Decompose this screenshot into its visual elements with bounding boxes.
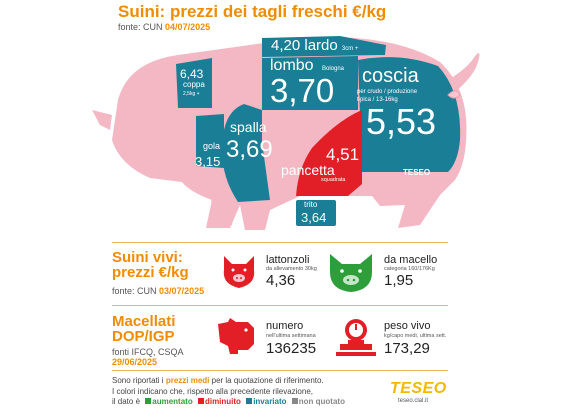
peso-sub: kg/capo medi, ultima sett. bbox=[384, 333, 447, 339]
cut-coscia-note1: per crudo / produzione bbox=[357, 89, 418, 95]
pig-watermark: TESEO bbox=[403, 168, 431, 177]
numero-value: 136235 bbox=[266, 340, 317, 357]
cut-spalla bbox=[222, 104, 270, 202]
cut-pancetta bbox=[296, 110, 362, 196]
cut-coscia-note2: tipica / 13-16kg bbox=[357, 97, 398, 103]
piglet-head-icon bbox=[223, 256, 255, 288]
diminuito-swatch bbox=[197, 398, 204, 404]
cut-gola-price: 3,15 bbox=[195, 154, 221, 169]
cut-spalla-price: 3,69 bbox=[226, 136, 273, 163]
cut-trito-name: trito bbox=[304, 200, 318, 209]
macello-value: 1,95 bbox=[384, 272, 414, 289]
aumentato-swatch bbox=[145, 398, 152, 404]
cut-pancetta-price: 4,51 bbox=[326, 145, 360, 164]
peso-value: 173,29 bbox=[384, 340, 430, 357]
cut-gola bbox=[196, 114, 224, 168]
cut-coppa bbox=[176, 58, 212, 108]
lattonzoli-label: lattonzoli bbox=[266, 254, 310, 266]
numero-label: numero bbox=[266, 320, 304, 332]
pig-silhouette-icon bbox=[218, 318, 254, 354]
peso-label: peso vivo bbox=[384, 320, 431, 332]
teseo-url[interactable]: teseo.clal.it bbox=[398, 398, 429, 404]
lattonzoli-value: 4,36 bbox=[266, 272, 296, 289]
cut-coscia-price: 5,53 bbox=[366, 101, 437, 142]
cut-trito bbox=[296, 200, 336, 226]
macello-sub: categoria 160/176Kg bbox=[384, 266, 435, 272]
cut-lombo-note: Bologna bbox=[322, 66, 345, 72]
macellati-date: 29/06/2025 bbox=[112, 357, 158, 367]
cut-pancetta-note: squadrata bbox=[321, 177, 346, 183]
pig-head-icon bbox=[330, 254, 372, 292]
cut-lombo-price: 3,70 bbox=[270, 72, 335, 109]
legend-line-1: Sono riportati i prezzi medi per la quot… bbox=[112, 376, 324, 385]
divider bbox=[112, 305, 448, 306]
cut-lardo bbox=[262, 36, 386, 57]
cut-pancetta-name: pancetta bbox=[281, 162, 335, 178]
vivi-source: fonte: CUN 03/07/2025 bbox=[112, 286, 205, 296]
cut-coscia bbox=[358, 57, 461, 172]
cut-coppa-note: 2,5kg + bbox=[183, 91, 200, 97]
legend-line-3: il dato è aumentato diminuito invariato … bbox=[112, 397, 345, 406]
cut-coppa-name: coppa bbox=[183, 80, 205, 89]
cut-gola-name: gola bbox=[203, 141, 221, 151]
teseo-logo: TESEO bbox=[390, 380, 447, 397]
cut-lardo-label: 4,20 lardo 3cm + bbox=[271, 37, 359, 54]
cut-lombo bbox=[262, 56, 358, 110]
macellati-source: fonti IFCQ, CSQA bbox=[112, 347, 184, 357]
cuts-source: fonte: CUN 04/07/2025 bbox=[118, 22, 211, 32]
cut-coscia-name: coscia bbox=[362, 65, 419, 87]
cut-spalla-name: spalla bbox=[230, 119, 267, 135]
divider bbox=[112, 370, 448, 371]
pig-cuts-illustration bbox=[92, 36, 480, 230]
invariato-swatch bbox=[246, 398, 253, 404]
macello-label: da macello bbox=[384, 254, 438, 266]
non-quotato-swatch bbox=[291, 398, 298, 404]
divider bbox=[112, 242, 448, 243]
legend-line-2: I colori indicano che, rispetto alla pre… bbox=[112, 386, 314, 396]
cut-trito-price: 3,64 bbox=[301, 210, 327, 225]
page-title: Suini: prezzi dei tagli freschi €/kg bbox=[118, 2, 387, 21]
numero-sub: nell'ultima settimana bbox=[266, 333, 316, 339]
macellati-title: Macellati DOP/IGP bbox=[112, 313, 176, 345]
cut-coppa-price: 6,43 bbox=[180, 67, 204, 81]
scale-icon bbox=[336, 319, 376, 356]
pig-ribbon-mark bbox=[447, 90, 461, 99]
legend: Sono riportati i prezzi medi per la quot… bbox=[112, 376, 402, 408]
lattonzoli-sub: da allevamento 30kg bbox=[266, 266, 317, 272]
vivi-title: Suini vivi: prezzi €/kg bbox=[112, 249, 189, 281]
cut-lombo-name: lombo bbox=[270, 57, 314, 74]
